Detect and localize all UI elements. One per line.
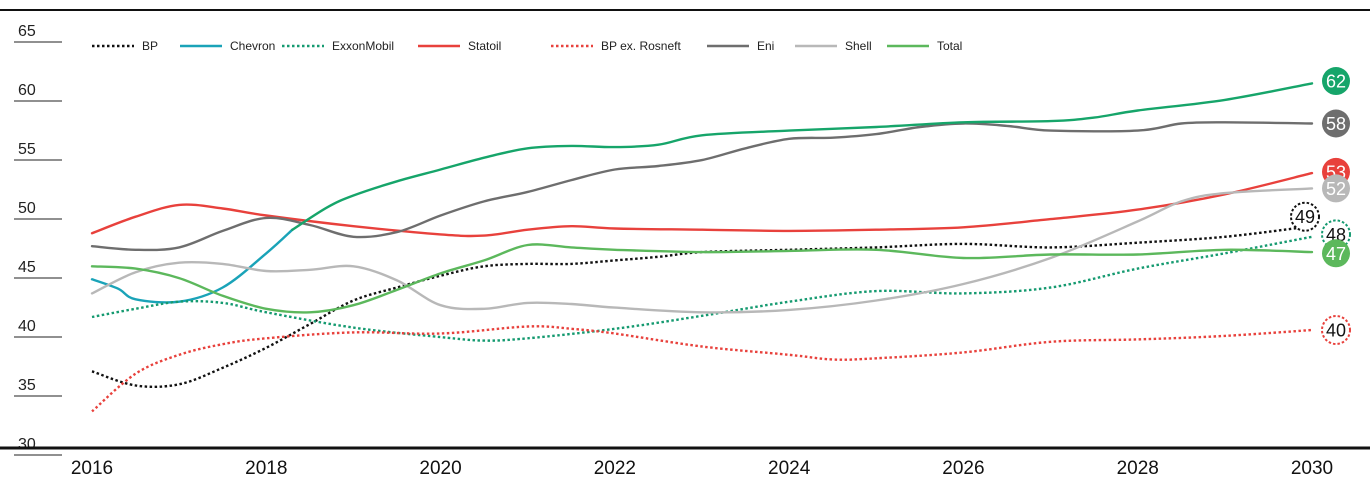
series-line-exxonmobil	[91, 235, 1313, 342]
y-tick-label: 40	[18, 318, 36, 335]
x-tick-label: 2028	[1117, 458, 1159, 479]
legend-label: BP ex. Rosneft	[601, 39, 681, 53]
x-tick-label: 2018	[245, 458, 287, 479]
end-value-label: 58	[1326, 114, 1346, 134]
end-marker	[1321, 315, 1351, 345]
y-tick-label: 60	[18, 82, 36, 99]
series-lines	[90, 82, 1314, 413]
legend-label: ExxonMobil	[332, 39, 394, 53]
x-tick-label: 2030	[1291, 458, 1333, 479]
end-value-label: 47	[1326, 244, 1346, 264]
legend-label: BP	[142, 39, 158, 53]
end-marker	[1322, 239, 1350, 268]
series-line-bp-ex-rosneft	[91, 325, 1313, 413]
end-value-label: 52	[1326, 179, 1346, 199]
end-value-label: 40	[1326, 321, 1346, 341]
end-marker	[1322, 109, 1350, 138]
x-tick-label: 2016	[71, 458, 113, 479]
x-tick-label: 2024	[768, 458, 811, 479]
series-line-chevron	[90, 228, 294, 304]
y-tick-label: 50	[18, 200, 36, 217]
series-line-bp	[91, 225, 1313, 389]
y-tick-label: 55	[18, 141, 36, 158]
x-axis: 2016 2018 2020 2022 2024 2026 2028 2030	[71, 458, 1333, 479]
end-value-label: 49	[1295, 207, 1315, 227]
end-value-label: 48	[1326, 225, 1346, 245]
legend-label: Chevron	[230, 39, 275, 53]
series-line-shell	[90, 187, 1314, 314]
series-line-eni	[90, 121, 1314, 252]
end-marker	[1322, 67, 1350, 96]
end-marker	[1322, 174, 1350, 203]
y-tick-label: 30	[18, 436, 36, 453]
x-tick-label: 2022	[594, 458, 636, 479]
series-line-total	[90, 243, 1314, 314]
legend-label: Total	[937, 39, 962, 53]
y-tick-label: 35	[18, 377, 36, 394]
y-axis: 30 35 40 45 50 55 60 65	[14, 23, 62, 456]
end-marker	[1290, 201, 1320, 232]
end-value-label: 62	[1326, 72, 1346, 92]
legend-label: Eni	[757, 39, 774, 53]
series-line-statoil	[90, 171, 1314, 238]
x-tick-label: 2026	[942, 458, 984, 479]
legend: BP Chevron ExxonMobil Statoil BP ex. Rosneft…	[92, 39, 962, 53]
series-line-unlabeled	[291, 82, 1314, 231]
legend-label: Shell	[845, 39, 872, 53]
y-tick-label: 45	[18, 259, 36, 276]
legend-label: Statoil	[468, 39, 501, 53]
y-tick-label: 65	[18, 23, 36, 40]
x-tick-label: 2020	[419, 458, 461, 479]
